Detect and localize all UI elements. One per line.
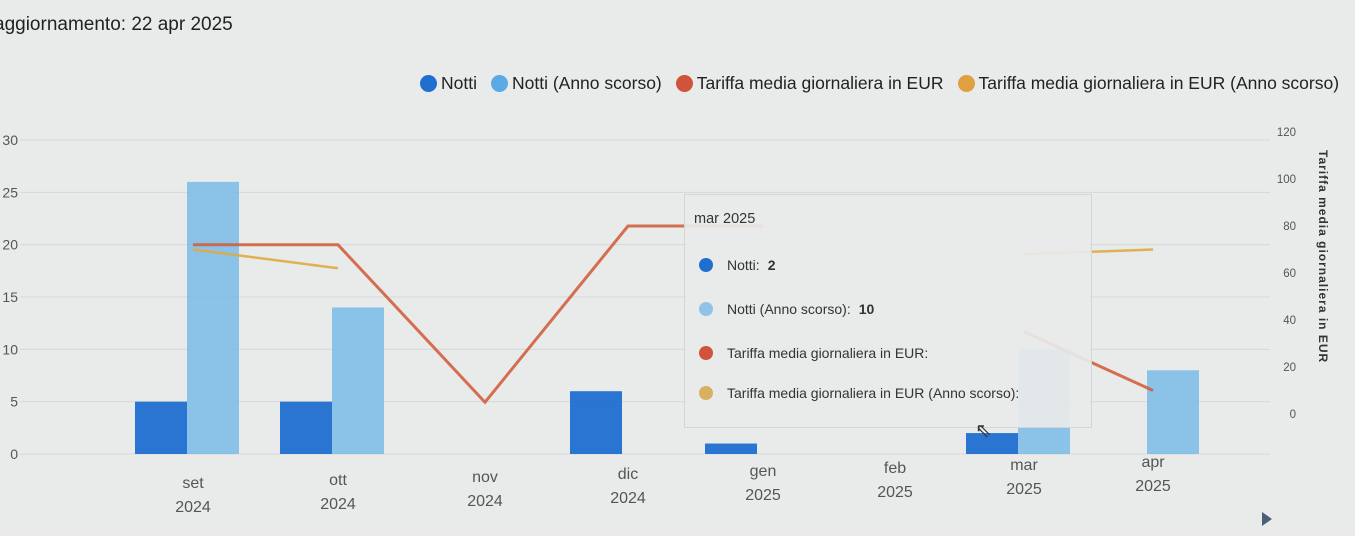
y-right-tick-label: 100 bbox=[1277, 174, 1296, 186]
y-right-tick-label: 20 bbox=[1283, 362, 1296, 374]
y-right-tick-label: 80 bbox=[1283, 221, 1296, 233]
legend-dot-icon bbox=[490, 75, 508, 92]
x-tick-year: 2025 bbox=[1135, 478, 1171, 495]
chart-tooltip: mar 2025 Notti: 2 Notti (Anno scorso): 10 Ta… bbox=[684, 194, 1092, 428]
bar-notti-anno-scorso bbox=[1147, 370, 1199, 454]
tooltip-row: Tariffa media giornaliera in EUR: bbox=[699, 345, 928, 361]
tooltip-dot-icon bbox=[699, 258, 713, 272]
legend-item-2[interactable]: Tariffa media giornaliera in EUR bbox=[675, 73, 944, 94]
update-timestamp: aggiornamento: 22 apr 2025 bbox=[0, 14, 233, 35]
x-tick-month: gen bbox=[750, 463, 777, 480]
x-tick-month: feb bbox=[884, 460, 906, 477]
tooltip-dot-icon bbox=[699, 386, 713, 400]
legend-dot-icon bbox=[420, 75, 437, 92]
y-axis-right-title: Tariffa media giornaliera in EUR bbox=[1316, 150, 1330, 364]
legend-label: Notti (Anno scorso) bbox=[511, 73, 662, 93]
y-left-tick-label: 30 bbox=[2, 132, 18, 148]
bar-series bbox=[135, 181, 1199, 454]
bar-notti bbox=[280, 401, 332, 454]
tooltip-row: Tariffa media giornaliera in EUR (Anno s… bbox=[699, 385, 1019, 401]
y-right-tick-label: 40 bbox=[1283, 315, 1296, 327]
tooltip-row: Notti: 2 bbox=[699, 257, 775, 273]
x-tick-year: 2024 bbox=[175, 499, 211, 516]
y-right-tick-label: 60 bbox=[1283, 268, 1296, 280]
x-tick-year: 2025 bbox=[1006, 481, 1042, 498]
tooltip-title: mar 2025 bbox=[694, 211, 756, 227]
y-axis-left: 0 5 10 15 20 25 30 bbox=[2, 132, 18, 462]
y-left-tick-label: 5 bbox=[10, 394, 18, 410]
legend-dot-icon bbox=[675, 75, 693, 92]
tooltip-label: Tariffa media giornaliera in EUR: bbox=[727, 345, 929, 361]
tooltip-value: 10 bbox=[858, 301, 875, 317]
x-tick-year: 2025 bbox=[877, 484, 913, 501]
x-tick-month: apr bbox=[1141, 454, 1165, 471]
legend-item-3[interactable]: Tariffa media giornaliera in EUR (Anno s… bbox=[957, 73, 1340, 94]
bar-notti bbox=[966, 433, 1018, 454]
tooltip-dot-icon bbox=[699, 346, 713, 360]
x-tick-month: nov bbox=[472, 469, 498, 486]
bar-notti bbox=[135, 401, 187, 454]
y-left-tick-label: 20 bbox=[2, 237, 18, 253]
chart-legend: Notti Notti (Anno scorso) Tariffa media gi… bbox=[420, 73, 1339, 94]
line-tariffa-anno-scorso bbox=[192, 248, 339, 270]
tooltip-label: Notti (Anno scorso): bbox=[727, 301, 851, 317]
y-right-tick-label: 0 bbox=[1290, 409, 1296, 421]
scroll-right-arrow-icon[interactable] bbox=[1262, 512, 1272, 526]
y-left-tick-label: 10 bbox=[2, 341, 18, 357]
x-tick-year: 2025 bbox=[745, 487, 781, 504]
legend-label: Tariffa media giornaliera in EUR bbox=[696, 73, 944, 93]
x-tick-month: dic bbox=[618, 466, 638, 483]
y-left-tick-label: 25 bbox=[2, 184, 18, 200]
x-tick-month: set bbox=[182, 475, 204, 492]
bar-notti-anno-scorso bbox=[332, 307, 384, 454]
x-tick-year: 2024 bbox=[467, 493, 503, 510]
bar-notti bbox=[570, 391, 622, 454]
x-tick-month: mar bbox=[1010, 457, 1038, 474]
y-axis-right: 0 20 40 60 80 100 120 bbox=[1277, 127, 1296, 421]
tooltip-label: Notti: bbox=[727, 257, 760, 273]
y-left-tick-label: 15 bbox=[2, 289, 18, 305]
y-right-tick-label: 120 bbox=[1277, 127, 1296, 139]
x-tick-month: ott bbox=[329, 472, 347, 489]
legend-label: Notti bbox=[441, 73, 477, 93]
y-left-tick-label: 0 bbox=[10, 446, 18, 462]
tooltip-row: Notti (Anno scorso): 10 bbox=[699, 301, 874, 317]
legend-item-1[interactable]: Notti (Anno scorso) bbox=[490, 73, 662, 94]
tooltip-value: 2 bbox=[767, 257, 776, 273]
x-axis: set 2024 ott 2024 nov 2024 dic 2024 gen 2025 feb 20… bbox=[175, 454, 1171, 516]
legend-label: Tariffa media giornaliera in EUR (Anno s… bbox=[978, 73, 1340, 93]
tooltip-dot-icon bbox=[699, 302, 713, 316]
bar-notti-anno-scorso bbox=[187, 181, 239, 454]
legend-dot-icon bbox=[957, 75, 975, 92]
legend-item-0[interactable]: Notti bbox=[420, 73, 477, 94]
x-tick-year: 2024 bbox=[320, 496, 356, 513]
x-tick-year: 2024 bbox=[610, 490, 646, 507]
tooltip-label: Tariffa media giornaliera in EUR (Anno s… bbox=[727, 385, 1020, 401]
mouse-pointer-icon: ⇖ bbox=[975, 420, 992, 442]
line-tariffa bbox=[193, 224, 763, 405]
bar-notti bbox=[705, 443, 757, 454]
